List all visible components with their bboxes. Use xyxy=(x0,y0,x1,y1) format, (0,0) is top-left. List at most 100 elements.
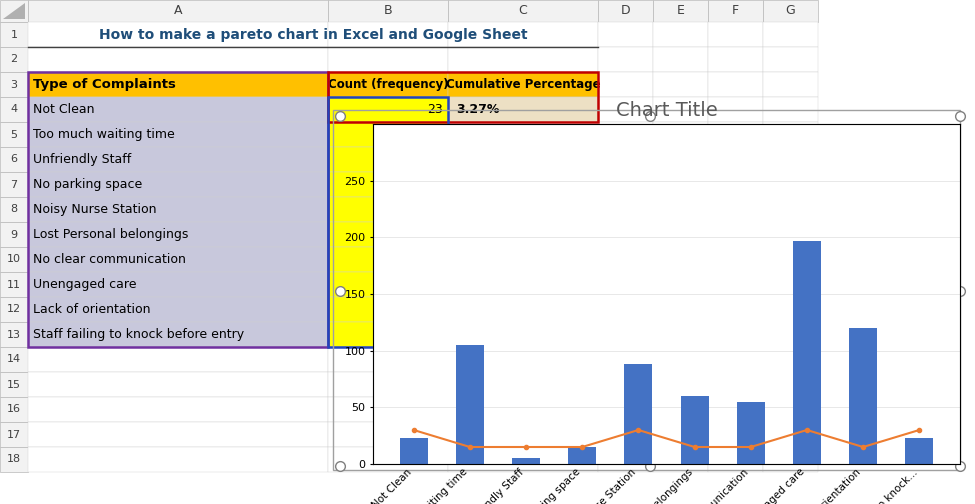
Bar xyxy=(0,322,28,347)
Text: 17: 17 xyxy=(7,429,21,439)
Text: Lack of orientation: Lack of orientation xyxy=(33,303,150,316)
Text: 7: 7 xyxy=(11,179,18,190)
Bar xyxy=(598,422,653,447)
Text: 12: 12 xyxy=(7,304,21,314)
Text: 9: 9 xyxy=(11,229,18,239)
Bar xyxy=(448,97,598,122)
Text: 1: 1 xyxy=(11,30,18,39)
Bar xyxy=(328,22,448,47)
Text: A: A xyxy=(174,5,182,18)
Bar xyxy=(448,447,598,472)
Bar xyxy=(598,272,653,297)
Bar xyxy=(328,447,448,472)
Bar xyxy=(763,247,818,272)
Bar xyxy=(653,372,708,397)
Text: No clear communication: No clear communication xyxy=(33,253,186,266)
Bar xyxy=(598,72,653,97)
Bar xyxy=(653,97,708,122)
Text: B: B xyxy=(384,5,392,18)
Bar xyxy=(763,222,818,247)
Bar xyxy=(598,347,653,372)
Text: 3.27%: 3.27% xyxy=(456,103,499,116)
Bar xyxy=(0,397,28,422)
Bar xyxy=(28,147,328,172)
Bar xyxy=(763,397,818,422)
Bar xyxy=(328,72,448,97)
Bar xyxy=(0,97,28,122)
Bar xyxy=(763,297,818,322)
Bar xyxy=(448,172,598,197)
Bar xyxy=(448,147,598,172)
Bar xyxy=(598,0,653,22)
Bar xyxy=(448,372,598,397)
Bar xyxy=(763,147,818,172)
Bar xyxy=(653,247,708,272)
Bar xyxy=(598,447,653,472)
Title: Chart Title: Chart Title xyxy=(615,101,718,119)
Bar xyxy=(448,122,598,147)
Bar xyxy=(448,397,598,422)
Bar xyxy=(0,247,28,272)
Bar xyxy=(333,110,960,470)
Bar xyxy=(708,397,763,422)
Bar xyxy=(653,172,708,197)
Bar xyxy=(328,397,448,422)
Text: 4: 4 xyxy=(11,104,18,114)
Bar xyxy=(0,172,28,197)
Bar xyxy=(763,22,818,47)
Bar xyxy=(0,297,28,322)
Bar xyxy=(328,47,448,72)
Bar xyxy=(708,222,763,247)
Bar xyxy=(328,97,448,122)
Bar xyxy=(624,364,652,464)
Text: C: C xyxy=(519,5,527,18)
Bar xyxy=(653,222,708,247)
Bar xyxy=(0,272,28,297)
Bar xyxy=(448,297,598,322)
Bar xyxy=(0,22,28,47)
Bar xyxy=(708,197,763,222)
Bar xyxy=(328,0,448,22)
Bar xyxy=(28,222,328,247)
Bar xyxy=(708,22,763,47)
Bar xyxy=(763,447,818,472)
Text: G: G xyxy=(786,5,796,18)
Bar xyxy=(512,458,540,464)
Bar xyxy=(28,0,328,22)
Bar xyxy=(0,147,28,172)
Bar xyxy=(448,222,598,247)
Bar xyxy=(653,347,708,372)
Bar xyxy=(328,122,448,147)
Bar xyxy=(328,222,448,247)
Bar xyxy=(653,397,708,422)
Text: How to make a pareto chart in Excel and Google Sheet: How to make a pareto chart in Excel and … xyxy=(98,28,527,41)
Text: Type of Complaints: Type of Complaints xyxy=(33,78,176,91)
Bar xyxy=(448,347,598,372)
Bar xyxy=(28,272,328,297)
Bar xyxy=(653,322,708,347)
Text: Unengaged care: Unengaged care xyxy=(33,278,136,291)
Bar xyxy=(708,247,763,272)
Text: 2: 2 xyxy=(11,54,18,65)
Bar xyxy=(28,297,328,322)
Bar xyxy=(793,241,821,464)
Bar xyxy=(763,372,818,397)
Bar xyxy=(905,438,933,464)
Bar xyxy=(328,372,448,397)
Bar xyxy=(708,447,763,472)
Bar xyxy=(763,422,818,447)
Text: Lost Personal belongings: Lost Personal belongings xyxy=(33,228,188,241)
Bar xyxy=(653,447,708,472)
Bar xyxy=(763,72,818,97)
Bar xyxy=(708,72,763,97)
Bar xyxy=(28,72,328,97)
Text: 5: 5 xyxy=(11,130,18,140)
Text: Count (frequency): Count (frequency) xyxy=(328,78,448,91)
Text: 15: 15 xyxy=(7,380,21,390)
Bar xyxy=(708,147,763,172)
Bar xyxy=(598,97,653,122)
Polygon shape xyxy=(3,3,25,19)
Bar xyxy=(28,197,328,222)
Bar xyxy=(28,72,328,347)
Bar xyxy=(653,297,708,322)
